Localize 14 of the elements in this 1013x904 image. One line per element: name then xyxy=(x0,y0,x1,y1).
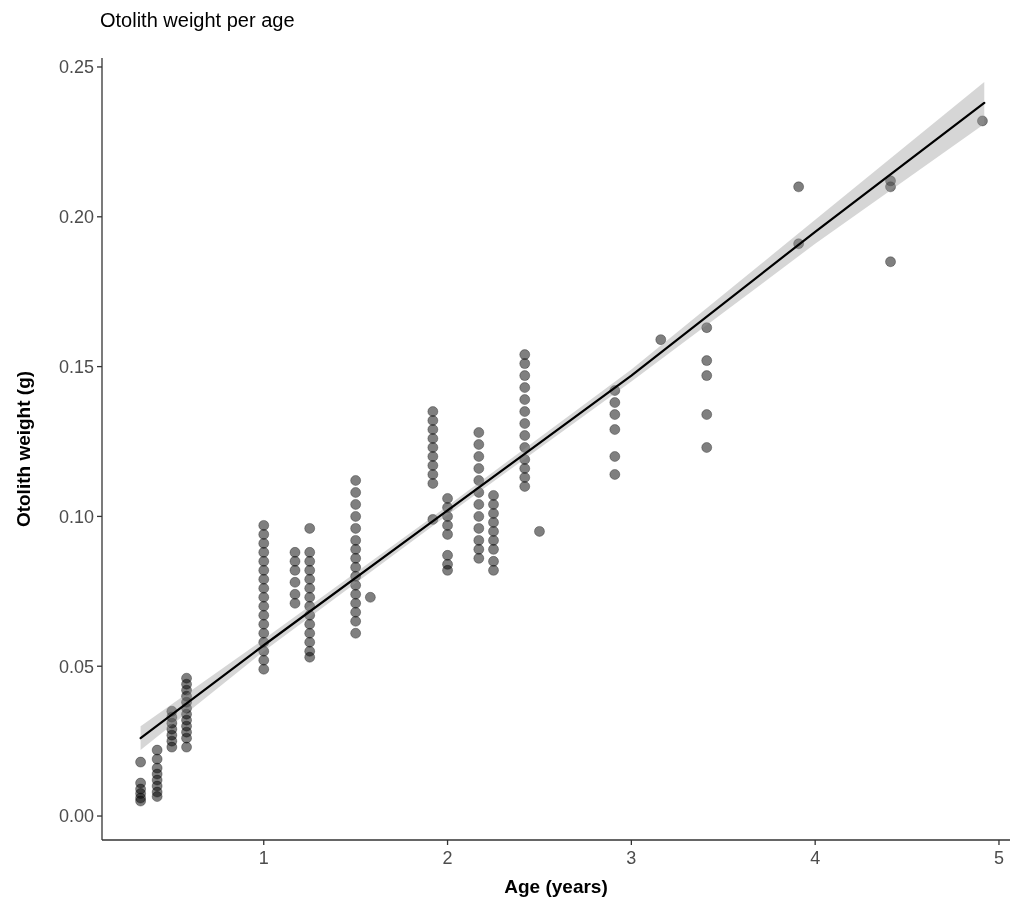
y-axis-title: Otolith weight (g) xyxy=(13,370,34,528)
y-tick-label: 0.05 xyxy=(58,656,94,677)
x-tick-label: 1 xyxy=(258,848,269,868)
x-tick-label: 5 xyxy=(993,848,1004,868)
y-tick-label: 0.25 xyxy=(58,57,94,78)
x-axis-title: Age (years) xyxy=(504,876,608,897)
chart-title: Otolith weight per age xyxy=(100,9,295,31)
y-tick-label: 0.10 xyxy=(58,506,94,527)
x-tick-label: 2 xyxy=(442,848,453,868)
x-tick-label: 4 xyxy=(810,848,821,868)
y-tick-label: 0.20 xyxy=(58,207,94,228)
y-tick-label: 0.00 xyxy=(58,806,94,827)
y-tick-label: 0.15 xyxy=(58,356,94,377)
x-tick-label: 3 xyxy=(626,848,637,868)
